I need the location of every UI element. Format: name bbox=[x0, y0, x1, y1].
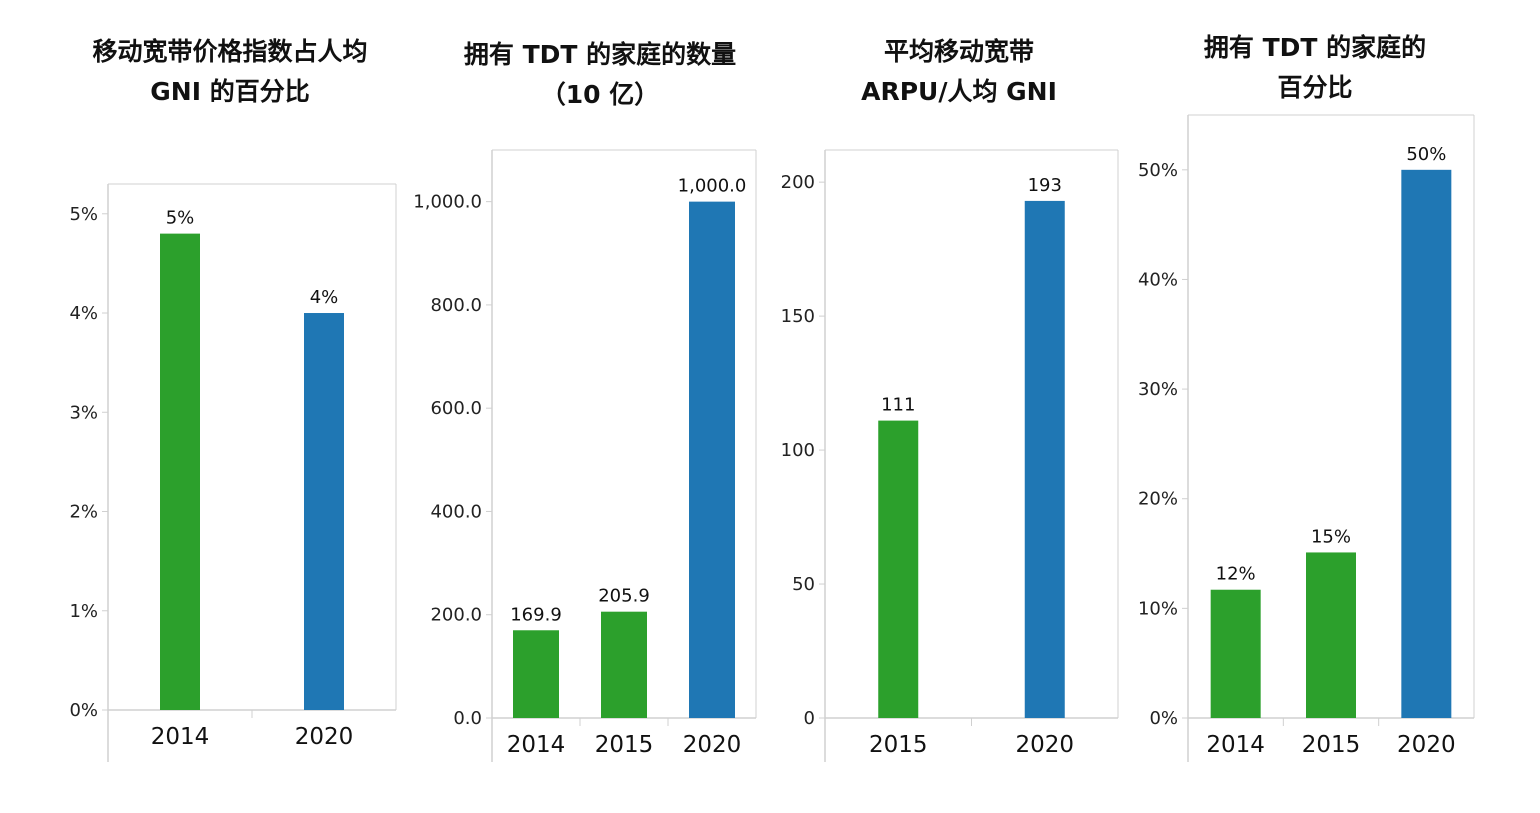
data-label: 15% bbox=[1311, 526, 1351, 547]
y-tick-label: 10% bbox=[1138, 598, 1178, 619]
y-tick-label: 800.0 bbox=[430, 295, 482, 316]
x-category-label: 2020 bbox=[1397, 732, 1456, 758]
y-tick-label: 0% bbox=[1149, 708, 1178, 729]
data-label: 111 bbox=[881, 395, 915, 416]
bar bbox=[1306, 552, 1356, 718]
bar bbox=[304, 313, 344, 710]
x-category-label: 2015 bbox=[869, 732, 928, 758]
chart-title-line-2: 百分比 bbox=[1277, 73, 1353, 102]
chart-title: 平均移动宽带 ARPU/人均 GNI bbox=[780, 32, 1138, 112]
y-tick-label: 150 bbox=[781, 306, 815, 327]
y-tick-label: 5% bbox=[69, 204, 98, 225]
x-category-label: 2014 bbox=[151, 724, 210, 750]
y-tick-label: 600.0 bbox=[430, 398, 482, 419]
bar bbox=[601, 611, 647, 718]
x-category-label: 2014 bbox=[1206, 732, 1265, 758]
data-label: 205.9 bbox=[598, 586, 650, 607]
chart-title-line-2: ARPU/人均 GNI bbox=[861, 77, 1057, 106]
data-label: 193 bbox=[1028, 175, 1062, 196]
x-category-label: 2015 bbox=[1302, 732, 1361, 758]
y-tick-label: 400.0 bbox=[430, 501, 482, 522]
bar-chart-2: 0.0 200.0 400.0 600.0 800.0 1,000.0 169.9 2014 2… bbox=[413, 149, 757, 762]
y-tick-label: 30% bbox=[1138, 379, 1178, 400]
chart-title: 移动宽带价格指数占人均 GNI 的百分比 bbox=[30, 32, 430, 112]
bar bbox=[1210, 589, 1261, 718]
bar bbox=[513, 630, 559, 718]
chart-panel-3: 平均移动宽带 ARPU/人均 GNI 0 50 100 150 200 111 2015 19… bbox=[780, 0, 1130, 813]
bar bbox=[1024, 200, 1065, 719]
chart-panel-4: 拥有 TDT 的家庭的 百分比 0% 10% 20% 30% 40% 50% 12% 2014… bbox=[1130, 0, 1540, 813]
bar-chart-4: 0% 10% 20% 30% 40% 50% 12% 2014 15% 2015 50% 2020 bbox=[1138, 114, 1475, 762]
chart-title: 拥有 TDT 的家庭的 百分比 bbox=[1130, 28, 1500, 108]
chart-title-line-2: GNI 的百分比 bbox=[150, 77, 310, 106]
y-tick-label: 200.0 bbox=[430, 605, 482, 626]
data-label: 5% bbox=[166, 208, 195, 229]
y-tick-label: 50 bbox=[792, 574, 815, 595]
y-tick-label: 0% bbox=[69, 700, 98, 721]
bar bbox=[878, 420, 919, 718]
y-tick-label: 20% bbox=[1138, 489, 1178, 510]
y-tick-label: 0 bbox=[804, 708, 815, 729]
chart-panel-1: 移动宽带价格指数占人均 GNI 的百分比 0% 1% 2% 3% 4% 5% 5% 2014 4… bbox=[0, 0, 400, 813]
data-label: 169.9 bbox=[510, 604, 562, 625]
data-label: 4% bbox=[310, 287, 339, 308]
chart-title-line-1: 平均移动宽带 bbox=[883, 37, 1034, 66]
y-tick-label: 100 bbox=[781, 440, 815, 461]
bar-chart-1: 0% 1% 2% 3% 4% 5% 5% 2014 4% 2020 bbox=[69, 183, 397, 762]
bar bbox=[160, 233, 200, 711]
data-label: 12% bbox=[1216, 564, 1256, 585]
y-tick-label: 2% bbox=[69, 502, 98, 523]
x-category-label: 2020 bbox=[1015, 732, 1074, 758]
y-tick-label: 200 bbox=[781, 172, 815, 193]
y-tick-label: 1% bbox=[69, 601, 98, 622]
y-tick-label: 0.0 bbox=[453, 708, 482, 729]
y-tick-label: 3% bbox=[69, 402, 98, 423]
y-tick-label: 4% bbox=[69, 303, 98, 324]
y-tick-label: 50% bbox=[1138, 160, 1178, 181]
chart-title-line-1: 移动宽带价格指数占人均 bbox=[92, 37, 368, 66]
x-category-label: 2014 bbox=[507, 732, 566, 758]
bar bbox=[689, 201, 735, 719]
x-category-label: 2015 bbox=[595, 732, 654, 758]
chart-panel-2: 拥有 TDT 的家庭的数量 （10 亿） 0.0 200.0 400.0 600.0 8… bbox=[400, 0, 780, 813]
data-label: 50% bbox=[1406, 144, 1446, 165]
chart-title-line-2: （10 亿） bbox=[540, 80, 660, 109]
data-label: 1,000.0 bbox=[678, 176, 747, 197]
y-tick-label: 40% bbox=[1138, 269, 1178, 290]
x-category-label: 2020 bbox=[295, 724, 354, 750]
x-category-label: 2020 bbox=[683, 732, 742, 758]
chart-title-line-1: 拥有 TDT 的家庭的数量 bbox=[463, 40, 737, 69]
chart-title-line-1: 拥有 TDT 的家庭的 bbox=[1203, 33, 1427, 62]
chart-title: 拥有 TDT 的家庭的数量 （10 亿） bbox=[400, 35, 800, 115]
bar bbox=[1401, 169, 1452, 718]
y-tick-label: 1,000.0 bbox=[413, 192, 482, 213]
bar-chart-3: 0 50 100 150 200 111 2015 193 2020 bbox=[781, 149, 1119, 762]
